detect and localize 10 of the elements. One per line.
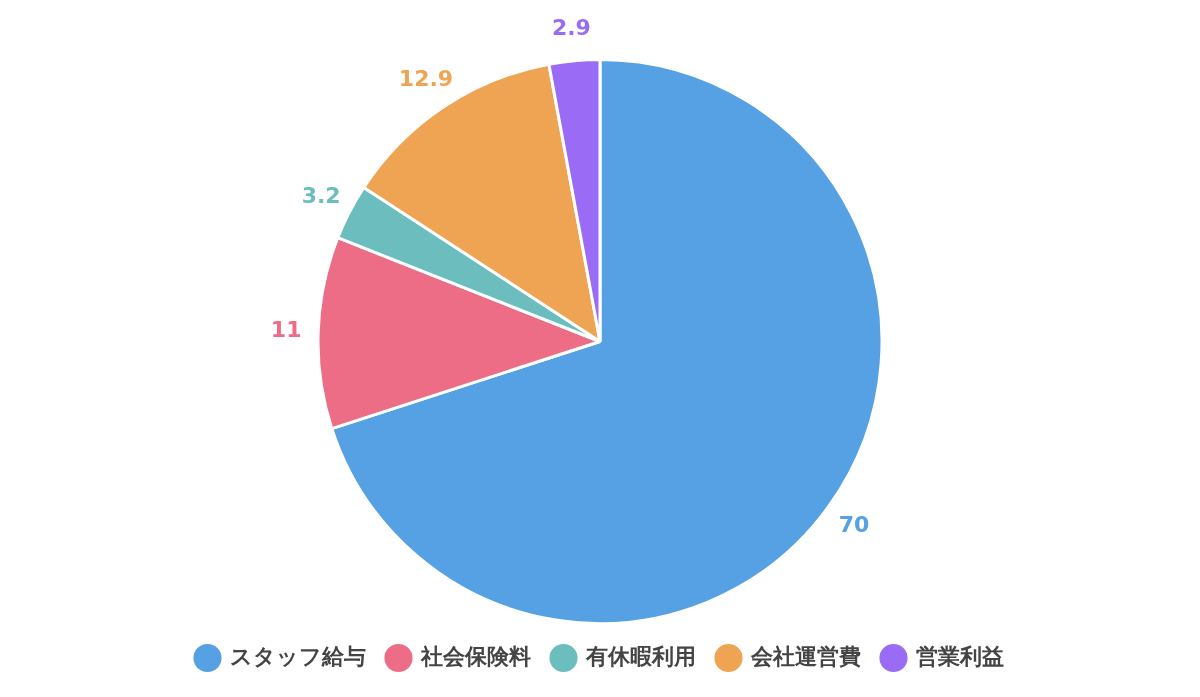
legend-label: 会社運営費 xyxy=(749,643,861,669)
legend-label: 有休暇利用 xyxy=(584,643,696,669)
legend-label: スタッフ給与 xyxy=(229,643,366,669)
legend-label: 社会保険料 xyxy=(419,643,531,669)
data-label: 3.2 xyxy=(301,182,341,208)
data-label: 12.9 xyxy=(398,65,454,91)
legend-label: 営業利益 xyxy=(915,643,1004,669)
data-label: 11 xyxy=(270,317,302,343)
data-label: 2.9 xyxy=(551,14,591,40)
data-label: 70 xyxy=(838,511,870,537)
